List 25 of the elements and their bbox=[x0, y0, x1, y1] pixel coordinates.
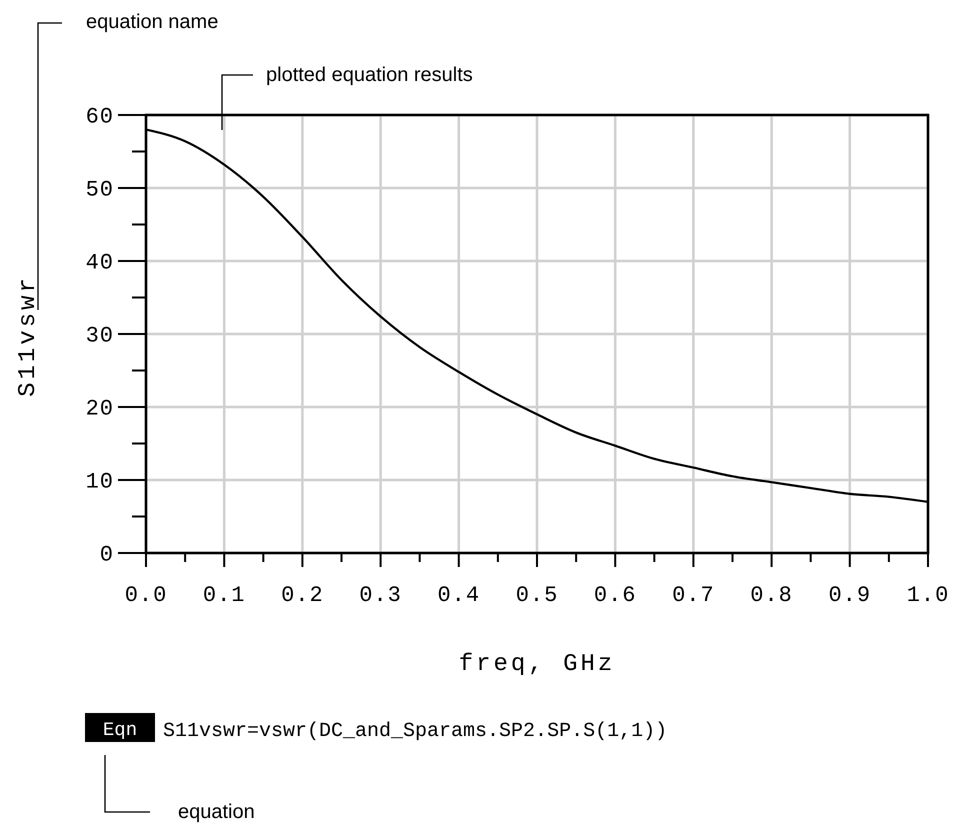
y-tick-label: 10 bbox=[86, 470, 114, 495]
y-tick-label: 50 bbox=[86, 178, 114, 203]
text: plotted equation results bbox=[266, 64, 473, 86]
x-tick-label: 1.0 bbox=[906, 583, 950, 608]
y-tick-label: 30 bbox=[86, 324, 114, 349]
x-axis-title: freq, GHz bbox=[458, 651, 616, 678]
x-tick-label: 0.4 bbox=[437, 583, 480, 608]
x-tick-label: 0.6 bbox=[594, 583, 637, 608]
y-tick-label: 20 bbox=[86, 396, 114, 422]
text: Eqn bbox=[102, 719, 138, 741]
x-tick-label: 0.9 bbox=[828, 583, 872, 608]
y-axis-title: S11vswr bbox=[15, 275, 42, 397]
x-tick-label: 0.1 bbox=[202, 583, 246, 608]
x-tick-label: 0.8 bbox=[750, 583, 793, 608]
text: S11vswr=vswr(DC_and_Sparams.SP2.SP.S(1,1)) bbox=[163, 720, 668, 743]
y-tick-label: 60 bbox=[86, 104, 114, 130]
x-tick-label: 0.5 bbox=[516, 583, 558, 608]
text: equation bbox=[178, 801, 255, 823]
y-tick-label: 40 bbox=[86, 250, 114, 276]
x-tick-label: 0.0 bbox=[124, 583, 168, 608]
x-tick-label: 0.3 bbox=[359, 583, 402, 608]
text: equation name bbox=[86, 11, 218, 33]
x-tick-label: 0.7 bbox=[672, 583, 715, 608]
y-tick-label: 0 bbox=[100, 542, 114, 568]
x-tick-label: 0.2 bbox=[281, 583, 324, 608]
